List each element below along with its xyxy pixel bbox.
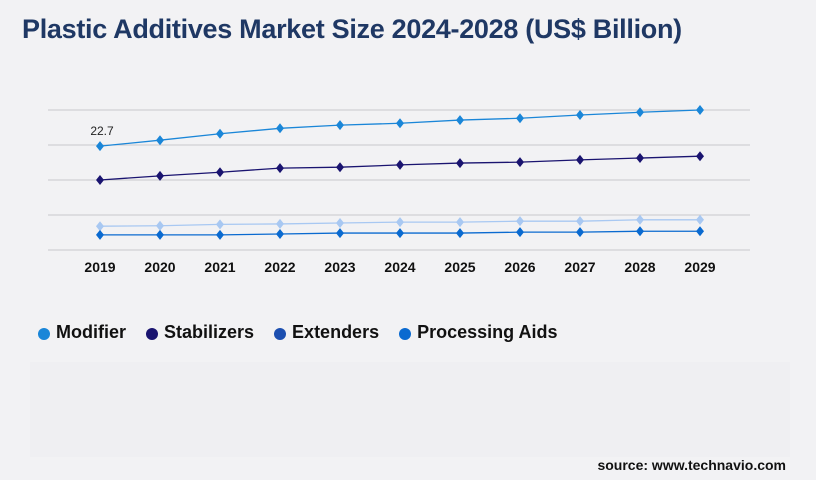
data-point — [276, 228, 284, 239]
x-tick-label: 2025 — [444, 259, 475, 275]
data-point — [456, 217, 464, 228]
data-point — [636, 107, 644, 118]
data-point — [96, 221, 104, 232]
legend-label: Stabilizers — [164, 322, 255, 342]
data-point — [336, 162, 344, 173]
data-point — [636, 153, 644, 164]
data-point — [576, 216, 584, 227]
data-point — [396, 217, 404, 228]
x-tick-label: 2027 — [564, 259, 595, 275]
data-point — [516, 216, 524, 227]
legend-marker-icon — [399, 328, 412, 340]
data-point — [696, 151, 704, 162]
data-point — [276, 163, 284, 174]
x-tick-label: 2024 — [384, 259, 415, 275]
data-point — [156, 229, 164, 240]
x-tick-label: 2026 — [504, 259, 535, 275]
legend-marker-icon — [38, 328, 50, 340]
data-point — [156, 135, 164, 146]
chart-title: Plastic Additives Market Size 2024-2028 … — [22, 14, 682, 44]
data-point — [216, 219, 224, 230]
data-point — [396, 159, 404, 170]
data-point — [96, 175, 104, 185]
data-point — [636, 226, 644, 237]
data-point — [216, 128, 224, 139]
x-tick-label: 2019 — [84, 259, 115, 275]
data-point — [696, 105, 704, 115]
data-point — [156, 220, 164, 231]
data-point — [456, 158, 464, 169]
legend-marker-icon — [146, 328, 158, 340]
legend-item: Extenders — [274, 322, 379, 343]
data-point — [276, 123, 284, 134]
data-point — [516, 157, 524, 168]
data-label: 22.7 — [90, 124, 114, 138]
x-tick-label: 2028 — [624, 259, 655, 275]
data-point — [516, 113, 524, 124]
data-point — [216, 167, 224, 178]
x-tick-label: 2021 — [204, 259, 235, 275]
x-tick-label: 2020 — [144, 259, 175, 275]
background-panel — [30, 362, 790, 457]
data-point — [456, 228, 464, 239]
data-point — [696, 226, 704, 237]
legend: Modifier Stabilizers Extenders Processing A… — [38, 322, 557, 343]
legend-label: Extenders — [292, 322, 380, 342]
data-point — [456, 115, 464, 126]
x-tick-label: 2029 — [684, 259, 715, 275]
x-tick-label: 2022 — [264, 259, 295, 275]
legend-marker-icon — [274, 328, 287, 340]
data-point — [396, 228, 404, 239]
legend-item: Stabilizers — [146, 322, 254, 343]
legend-item: Processing Aids — [399, 322, 557, 343]
data-point — [216, 229, 224, 240]
data-point — [396, 118, 404, 129]
data-point — [336, 218, 344, 229]
data-point — [576, 154, 584, 165]
data-point — [96, 141, 104, 152]
data-point — [576, 110, 584, 121]
legend-item: Modifier — [38, 322, 126, 343]
data-point — [336, 228, 344, 239]
legend-label: Modifier — [56, 322, 126, 342]
data-point — [96, 229, 104, 240]
data-point — [696, 214, 704, 225]
source-text: source: www.technavio.com — [597, 457, 786, 473]
x-tick-label: 2023 — [324, 259, 355, 275]
data-point — [336, 120, 344, 131]
data-point — [636, 214, 644, 225]
legend-label: Processing Aids — [417, 322, 558, 342]
data-point — [576, 227, 584, 238]
data-point — [276, 218, 284, 229]
data-point — [156, 170, 164, 181]
line-chart: 2019 2020 2021 2022 2023 2024 2025 2026 2027 2028… — [48, 105, 750, 275]
data-point — [516, 227, 524, 238]
